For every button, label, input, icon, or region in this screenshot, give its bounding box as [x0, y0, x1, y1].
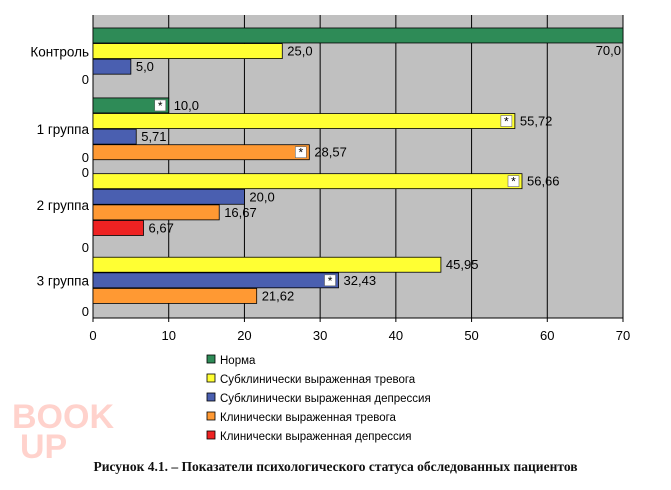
- legend: Норма Субклинически выраженная тревога Суб…: [206, 354, 431, 443]
- data-label: 45,95: [446, 257, 479, 272]
- x-tick-label: 30: [313, 328, 327, 343]
- bar: [92, 220, 144, 236]
- zero-label: 0: [82, 304, 89, 319]
- figure-caption: Рисунок 4.1. – Показатели психологическо…: [93, 459, 578, 474]
- data-label: 16,67: [224, 205, 257, 220]
- significance-mark: *: [158, 99, 163, 113]
- significance-box: [500, 115, 513, 127]
- bar: [92, 272, 339, 289]
- legend-entry: Норма: [220, 355, 256, 367]
- data-label: 55,72: [520, 114, 553, 129]
- data-label: 28,57: [314, 145, 347, 160]
- data-label: 56,66: [527, 174, 560, 189]
- bar: [92, 43, 283, 59]
- legend-entry: Субклинически выраженная депрессия: [220, 393, 431, 405]
- zero-label: 0: [82, 240, 89, 255]
- zero-label: 0: [82, 150, 89, 165]
- data-label: 6,67: [149, 220, 174, 235]
- legend-swatch: [206, 392, 216, 402]
- legend-swatch: [206, 411, 216, 421]
- zero-label: 0: [82, 165, 89, 180]
- data-label: 20,0: [249, 189, 274, 204]
- bar: [92, 27, 624, 44]
- svg-text:BOOK: BOOK: [12, 398, 114, 436]
- zero-label: 0: [82, 72, 89, 87]
- bar: [92, 113, 516, 129]
- x-tick-label: 70: [616, 328, 630, 343]
- data-label: 32,43: [344, 273, 377, 288]
- significance-mark: *: [298, 146, 303, 160]
- x-tick-label: 60: [540, 328, 554, 343]
- bar: [92, 288, 258, 304]
- category-label: 1 группа: [37, 122, 90, 137]
- bar: [92, 128, 137, 145]
- plot-area: 0 10 20 30 40 50 60 70 Контроль 70,0 25,0 5,0 1 груп…: [30, 15, 630, 343]
- data-label: 10,0: [174, 98, 199, 113]
- legend-swatch: [206, 373, 216, 383]
- bar: [92, 188, 245, 205]
- bar: [92, 58, 132, 75]
- category-label: 3 группа: [37, 274, 90, 289]
- significance-box: [295, 146, 307, 159]
- bar: [92, 144, 310, 161]
- category-label: 2 группа: [37, 198, 90, 213]
- data-label: 25,0: [287, 44, 312, 59]
- data-label: 5,71: [141, 129, 166, 144]
- data-label: 70,0: [596, 43, 621, 58]
- legend-entry: Клинически выраженная депрессия: [220, 431, 411, 443]
- data-label: 5,0: [136, 59, 154, 74]
- x-tick-label: 40: [389, 328, 403, 343]
- legend-swatch: [206, 430, 216, 440]
- legend-swatch: [206, 354, 216, 364]
- significance-box: [154, 99, 167, 112]
- x-tick-label: 20: [237, 328, 251, 343]
- significance-mark: *: [511, 175, 516, 189]
- bar: [92, 204, 220, 221]
- x-tick-label: 50: [464, 328, 478, 343]
- x-tick-label: 0: [89, 328, 96, 343]
- legend-entry: Клинически выраженная тревога: [220, 412, 397, 424]
- legend-entry: Субклинически выраженная тревога: [220, 374, 416, 386]
- watermark-logo: BOOK UP: [12, 398, 114, 460]
- bar: [92, 256, 442, 273]
- significance-mark: *: [328, 274, 333, 288]
- significance-box: [507, 175, 520, 187]
- x-tick-label: 10: [161, 328, 175, 343]
- category-label: Контроль: [30, 44, 89, 59]
- data-label: 21,62: [262, 288, 295, 303]
- significance-mark: *: [504, 115, 509, 129]
- svg-text:UP: UP: [20, 428, 67, 460]
- significance-box: [324, 274, 336, 287]
- bar: [92, 173, 523, 190]
- bar: [92, 97, 170, 114]
